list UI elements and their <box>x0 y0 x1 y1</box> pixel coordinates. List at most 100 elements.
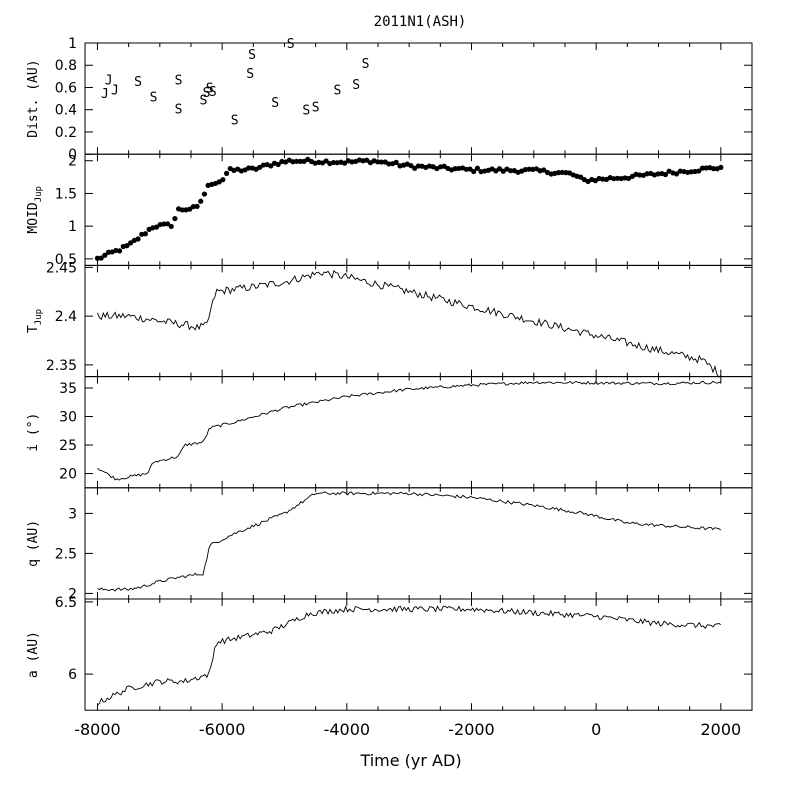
moid-point <box>268 163 274 169</box>
moid-point <box>364 157 370 163</box>
encounter-marker: S <box>352 78 360 93</box>
moid-point <box>98 255 104 261</box>
moid-point <box>699 165 705 171</box>
moid-point <box>220 177 226 183</box>
y-tick-label-moid: 2 <box>68 154 77 170</box>
panel-moid: 0.5 1 1.5 2 MOIDJup <box>26 153 753 268</box>
moid-point <box>153 224 160 230</box>
moid-point <box>94 255 101 261</box>
encounter-marker: S <box>231 114 239 129</box>
y-axis-label-q: q (AU) <box>26 520 41 567</box>
y-tick-label-dist: 0.2 <box>55 125 77 141</box>
y-tick-label-q: 2 <box>68 586 77 602</box>
encounter-marker: S <box>312 100 320 115</box>
moid-point <box>662 171 669 178</box>
panel-frame-a <box>84 598 753 711</box>
moid-point <box>187 206 193 212</box>
y-tick-label-q: 3 <box>68 506 77 522</box>
moid-point <box>135 236 141 242</box>
y-tick-label-q: 2.5 <box>55 546 77 562</box>
moid-point <box>142 231 149 237</box>
moid-point <box>496 166 503 172</box>
moid-point <box>161 221 167 227</box>
series-line-a <box>97 605 722 706</box>
encounter-marker: J <box>105 74 113 89</box>
encounter-marker: J <box>101 87 109 102</box>
moid-point <box>168 223 174 230</box>
moid-point <box>559 169 565 176</box>
y-axis-label-dist: Dist. (AU) <box>26 59 41 137</box>
encounter-marker: S <box>302 104 310 119</box>
y-axis-label-tjup: TJup <box>26 309 44 333</box>
series-line-tjup <box>97 269 722 378</box>
y-tick-label-moid: 1 <box>68 219 77 235</box>
x-tick-label: -2000 <box>448 720 495 739</box>
panel-frame-q <box>84 487 753 600</box>
moid-point <box>330 159 337 166</box>
moid-point <box>474 165 480 171</box>
encounter-marker: S <box>206 81 214 96</box>
panel-a: 6 6.5 a (AU) <box>26 595 753 711</box>
y-axis-label-sub-moid: Jup <box>34 186 44 202</box>
y-tick-label-a: 6.5 <box>55 595 77 611</box>
encounter-marker: S <box>271 96 279 111</box>
encounter-marker: J <box>111 84 119 99</box>
moid-point <box>294 158 300 164</box>
panel-frame-tjup <box>84 264 753 378</box>
y-tick-label-a: 6 <box>68 667 77 683</box>
moid-point <box>463 166 469 172</box>
y-tick-label-incl: 35 <box>59 381 77 397</box>
y-axis-label-moid: MOIDJup <box>26 186 44 234</box>
moid-point <box>386 161 392 167</box>
moid-point <box>194 203 200 209</box>
moid-point <box>600 176 606 182</box>
moid-point <box>275 161 281 168</box>
moid-point <box>172 215 178 222</box>
moid-point <box>124 243 130 249</box>
y-tick-label-moid: 0.5 <box>55 252 77 268</box>
x-axis-tick-labels: -8000 -6000 -4000 -2000 0 2000 <box>74 720 741 739</box>
encounter-marker: S <box>209 85 217 100</box>
panel-frame-incl <box>84 376 753 489</box>
moid-point <box>179 207 185 213</box>
encounter-marker: S <box>150 90 158 105</box>
y-tick-label-incl: 20 <box>59 467 77 483</box>
figure-title: 2011N1(ASH) <box>374 14 467 30</box>
series-line-q <box>97 491 722 592</box>
moid-point <box>128 240 134 246</box>
panel-frame-dist <box>84 42 753 155</box>
moid-point <box>116 248 123 254</box>
moid-point <box>297 158 303 164</box>
y-tick-label-dist: 0.6 <box>55 80 77 96</box>
x-tick-label: 0 <box>591 720 601 739</box>
moid-point <box>555 170 562 176</box>
encounter-marker: S <box>246 67 254 82</box>
moid-point <box>375 159 381 165</box>
x-tick-label: -6000 <box>199 720 246 739</box>
moid-point <box>415 163 421 169</box>
y-tick-label-dist: 0.4 <box>55 103 77 119</box>
x-axis-label: Time (yr AD) <box>359 751 461 770</box>
y-tick-label-tjup: 2.4 <box>55 309 77 325</box>
moid-point <box>201 191 208 197</box>
moid-point <box>164 221 171 227</box>
encounter-marker: S <box>248 48 256 63</box>
encounter-marker: S <box>200 94 208 109</box>
moid-point <box>190 203 196 210</box>
y-tick-label-tjup: 2.35 <box>46 358 77 374</box>
moid-point <box>452 166 458 172</box>
encounter-marker: S <box>175 103 183 118</box>
moid-point <box>393 159 399 165</box>
y-tick-label-moid: 1.5 <box>55 186 77 202</box>
moid-point <box>710 166 717 172</box>
y-tick-label-tjup: 2.45 <box>46 260 77 276</box>
y-tick-label-incl: 25 <box>59 438 77 454</box>
encounter-marker: S <box>362 57 370 72</box>
panel-q: 2 2.5 3 q (AU) <box>26 487 753 602</box>
moid-point <box>467 166 473 172</box>
panel-incl: 20 25 30 35 i (°) <box>26 376 753 489</box>
